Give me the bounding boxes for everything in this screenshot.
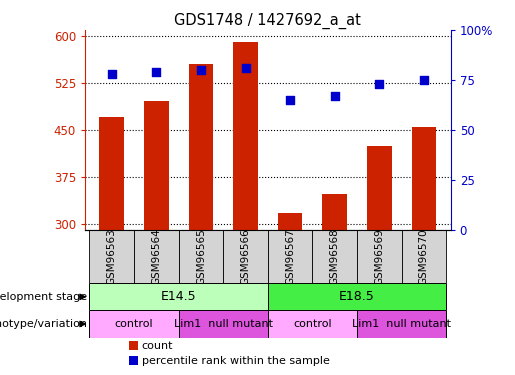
Text: GSM96564: GSM96564 bbox=[151, 228, 161, 285]
Bar bbox=[90, 283, 268, 310]
Bar bbox=[188, 64, 213, 230]
Text: control: control bbox=[115, 319, 153, 329]
Title: GDS1748 / 1427692_a_at: GDS1748 / 1427692_a_at bbox=[175, 12, 361, 28]
Point bbox=[286, 97, 294, 103]
Bar bbox=[268, 230, 313, 283]
Bar bbox=[134, 230, 179, 283]
Bar bbox=[144, 100, 168, 230]
Text: E18.5: E18.5 bbox=[339, 290, 375, 303]
Bar bbox=[179, 230, 223, 283]
Bar bbox=[402, 230, 446, 283]
Bar bbox=[357, 310, 446, 338]
Bar bbox=[367, 146, 391, 230]
Bar bbox=[233, 42, 258, 230]
Point bbox=[331, 93, 339, 99]
Point bbox=[197, 67, 205, 73]
Text: GSM96566: GSM96566 bbox=[241, 228, 250, 285]
Point bbox=[152, 69, 161, 75]
Bar bbox=[268, 283, 446, 310]
Text: control: control bbox=[293, 319, 332, 329]
Text: count: count bbox=[142, 340, 173, 351]
Text: genotype/variation: genotype/variation bbox=[0, 319, 87, 329]
Text: E14.5: E14.5 bbox=[161, 290, 196, 303]
Text: development stage: development stage bbox=[0, 292, 87, 302]
Text: GSM96567: GSM96567 bbox=[285, 228, 295, 285]
Bar bbox=[129, 356, 138, 365]
Bar bbox=[268, 310, 357, 338]
Bar bbox=[179, 310, 268, 338]
Bar bbox=[223, 230, 268, 283]
Bar bbox=[357, 230, 402, 283]
Bar bbox=[129, 341, 138, 350]
Text: Lim1  null mutant: Lim1 null mutant bbox=[352, 319, 451, 329]
Bar bbox=[411, 127, 436, 230]
Bar bbox=[99, 117, 124, 230]
Bar bbox=[313, 230, 357, 283]
Point bbox=[420, 77, 428, 83]
Bar bbox=[90, 230, 134, 283]
Text: Lim1  null mutant: Lim1 null mutant bbox=[174, 319, 273, 329]
Point bbox=[375, 81, 383, 87]
Bar bbox=[90, 310, 179, 338]
Bar bbox=[278, 213, 302, 230]
Point bbox=[108, 71, 116, 77]
Point bbox=[242, 65, 250, 71]
Text: GSM96568: GSM96568 bbox=[330, 228, 340, 285]
Text: GSM96569: GSM96569 bbox=[374, 228, 384, 285]
Text: percentile rank within the sample: percentile rank within the sample bbox=[142, 356, 330, 366]
Text: GSM96570: GSM96570 bbox=[419, 228, 429, 285]
Text: GSM96565: GSM96565 bbox=[196, 228, 206, 285]
Bar bbox=[322, 194, 347, 230]
Text: GSM96563: GSM96563 bbox=[107, 228, 117, 285]
